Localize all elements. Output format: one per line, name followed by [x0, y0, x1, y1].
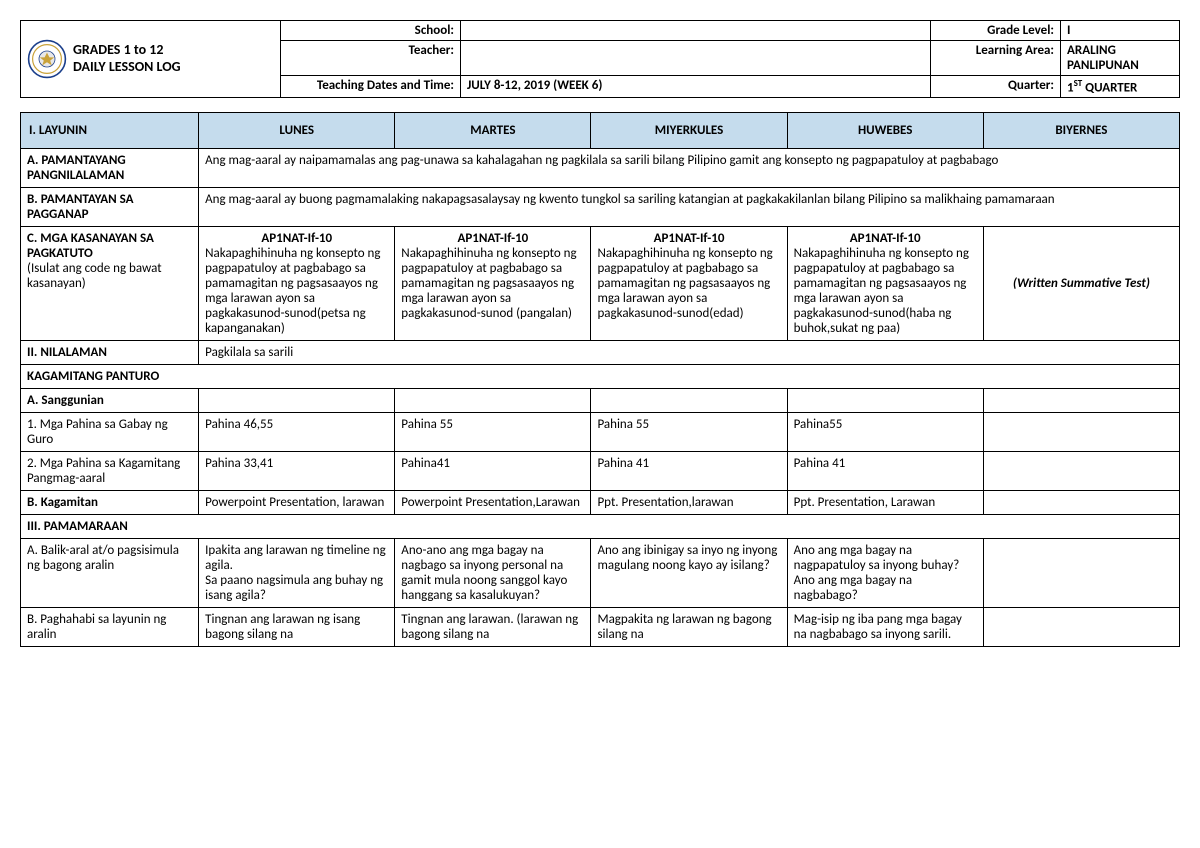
- paghahabi-2: Magpakita ng larawan ng bagong silang na: [591, 608, 787, 647]
- row-pamantayang: A. PAMANTAYANG PANGNILALAMAN Ang mag-aar…: [21, 149, 1180, 188]
- col-lunes: LUNES: [199, 113, 395, 149]
- label-pagganap: B. PAMANTAYAN SA PAGGANAP: [21, 188, 199, 227]
- row-kagamitang-panturo: KAGAMITANG PANTURO: [21, 365, 1180, 389]
- label-teacher: Teacher:: [281, 41, 461, 76]
- pahina-guro-0: Pahina 46,55: [199, 413, 395, 452]
- kasanayan-huwebes: AP1NAT-If-10 Nakapaghihinuha ng konsepto…: [787, 227, 983, 341]
- label-pahina-guro: 1. Mga Pahina sa Gabay ng Guro: [21, 413, 199, 452]
- kasanayan-lunes: AP1NAT-If-10 Nakapaghihinuha ng konsepto…: [199, 227, 395, 341]
- row-balik-aral: A. Balik-aral at/o pagsisimula ng bagong…: [21, 539, 1180, 608]
- kagamitan-4: [983, 491, 1179, 515]
- balik-aral-0: Ipakita ang larawan ng timeline ng agila…: [199, 539, 395, 608]
- header-table: GRADES 1 to 12 DAILY LESSON LOG School: …: [20, 20, 1180, 98]
- label-pamantayang: A. PAMANTAYANG PANGNILALAMAN: [21, 149, 199, 188]
- row-paghahabi: B. Paghahabi sa layunin ng aralin Tingna…: [21, 608, 1180, 647]
- kagamitan-3: Ppt. Presentation, Larawan: [787, 491, 983, 515]
- balik-aral-2: Ano ang ibinigay sa inyo ng inyong magul…: [591, 539, 787, 608]
- balik-aral-1: Ano-ano ang mga bagay na nagbago sa inyo…: [395, 539, 591, 608]
- pahina-guro-2: Pahina 55: [591, 413, 787, 452]
- balik-aral-4: [983, 539, 1179, 608]
- col-martes: MARTES: [395, 113, 591, 149]
- kagamitan-1: Powerpoint Presentation,Larawan: [395, 491, 591, 515]
- value-learning-area: ARALING PANLIPUNAN: [1061, 41, 1180, 76]
- col-huwebes: HUWEBES: [787, 113, 983, 149]
- text-pamantayang: Ang mag-aaral ay naipamamalas ang pag-un…: [199, 149, 1180, 188]
- label-sanggunian: A. Sanggunian: [21, 389, 199, 413]
- label-learning-area: Learning Area:: [931, 41, 1061, 76]
- row-pagganap: B. PAMANTAYAN SA PAGGANAP Ang mag-aaral …: [21, 188, 1180, 227]
- label-pahina-aral: 2. Mga Pahina sa Kagamitang Pangmag-aara…: [21, 452, 199, 491]
- kasanayan-martes: AP1NAT-If-10 Nakapaghihinuha ng konsepto…: [395, 227, 591, 341]
- label-paghahabi: B. Paghahabi sa layunin ng aralin: [21, 608, 199, 647]
- pahina-guro-3: Pahina55: [787, 413, 983, 452]
- label-school: School:: [281, 21, 461, 41]
- value-teacher: [461, 41, 931, 76]
- col-miyerkules: MIYERKULES: [591, 113, 787, 149]
- col-biyernes: BIYERNES: [983, 113, 1179, 149]
- paghahabi-4: [983, 608, 1179, 647]
- pahina-aral-1: Pahina41: [395, 452, 591, 491]
- row-pahina-guro: 1. Mga Pahina sa Gabay ng Guro Pahina 46…: [21, 413, 1180, 452]
- value-school: [461, 21, 931, 41]
- label-kagamitan: B. Kagamitan: [21, 491, 199, 515]
- label-balik-aral: A. Balik-aral at/o pagsisimula ng bagong…: [21, 539, 199, 608]
- label-grade-level: Grade Level:: [931, 21, 1061, 41]
- label-dates: Teaching Dates and Time:: [281, 76, 461, 98]
- paghahabi-0: Tingnan ang larawan ng isang bagong sila…: [199, 608, 395, 647]
- row-sanggunian: A. Sanggunian: [21, 389, 1180, 413]
- col-section: I. LAYUNIN: [21, 113, 199, 149]
- row-pamamaraan: III. PAMAMARAAN: [21, 515, 1180, 539]
- row-nilalaman: II. NILALAMAN Pagkilala sa sarili: [21, 341, 1180, 365]
- value-quarter: 1ST QUARTER: [1061, 76, 1180, 98]
- pahina-aral-4: [983, 452, 1179, 491]
- main-table: I. LAYUNIN LUNES MARTES MIYERKULES HUWEB…: [20, 112, 1180, 647]
- value-dates: JULY 8-12, 2019 (WEEK 6): [461, 76, 931, 98]
- text-nilalaman: Pagkilala sa sarili: [199, 341, 1180, 365]
- label-kagamitang-panturo: KAGAMITANG PANTURO: [21, 365, 1180, 389]
- pahina-aral-2: Pahina 41: [591, 452, 787, 491]
- row-pahina-aral: 2. Mga Pahina sa Kagamitang Pangmag-aara…: [21, 452, 1180, 491]
- value-grade-level: I: [1061, 21, 1180, 41]
- logo-title-cell: GRADES 1 to 12 DAILY LESSON LOG: [21, 21, 281, 98]
- pahina-aral-3: Pahina 41: [787, 452, 983, 491]
- label-quarter: Quarter:: [931, 76, 1061, 98]
- label-nilalaman: II. NILALAMAN: [21, 341, 199, 365]
- kasanayan-biyernes: (Written Summative Test): [983, 227, 1179, 341]
- balik-aral-3: Ano ang mga bagay na nagpapatuloy sa iny…: [787, 539, 983, 608]
- pahina-guro-1: Pahina 55: [395, 413, 591, 452]
- kagamitan-2: Ppt. Presentation,larawan: [591, 491, 787, 515]
- row-kasanayan: C. MGA KASANAYAN SA PAGKATUTO (Isulat an…: [21, 227, 1180, 341]
- title-line-1: GRADES 1 to 12: [73, 42, 181, 59]
- deped-seal-icon: [27, 39, 67, 79]
- row-kagamitan: B. Kagamitan Powerpoint Presentation, la…: [21, 491, 1180, 515]
- paghahabi-1: Tingnan ang larawan. (larawan ng bagong …: [395, 608, 591, 647]
- label-pamamaraan: III. PAMAMARAAN: [21, 515, 1180, 539]
- text-pagganap: Ang mag-aaral ay buong pagmamalaking nak…: [199, 188, 1180, 227]
- kagamitan-0: Powerpoint Presentation, larawan: [199, 491, 395, 515]
- paghahabi-3: Mag-isip ng iba pang mga bagay na nagbab…: [787, 608, 983, 647]
- kasanayan-miyerkules: AP1NAT-If-10 Nakapaghihinuha ng konsepto…: [591, 227, 787, 341]
- title-line-2: DAILY LESSON LOG: [73, 59, 181, 76]
- pahina-aral-0: Pahina 33,41: [199, 452, 395, 491]
- pahina-guro-4: [983, 413, 1179, 452]
- label-kasanayan: C. MGA KASANAYAN SA PAGKATUTO (Isulat an…: [21, 227, 199, 341]
